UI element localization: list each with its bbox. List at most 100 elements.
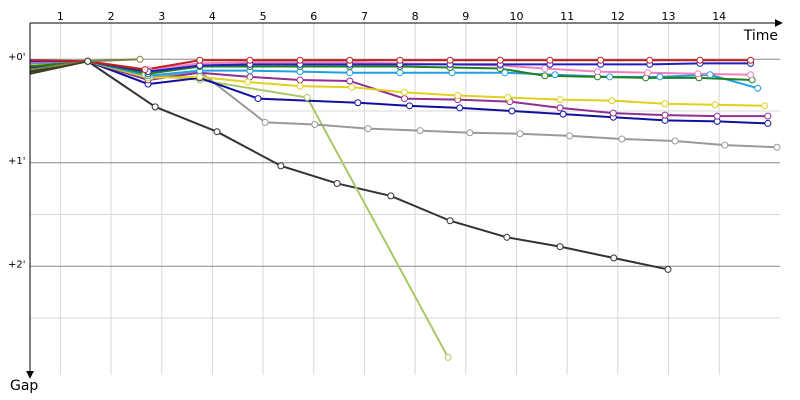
point: [696, 56, 704, 64]
point: [706, 71, 714, 79]
point: [333, 179, 341, 187]
point: [606, 73, 614, 81]
x-tick-label: 3: [158, 10, 165, 23]
point: [346, 56, 354, 64]
point: [661, 100, 669, 108]
point: [556, 96, 564, 104]
point: [764, 119, 772, 127]
point: [151, 103, 159, 111]
point: [664, 265, 672, 273]
point: [416, 127, 424, 135]
point: [303, 94, 311, 102]
point: [566, 132, 574, 140]
point: [501, 69, 509, 77]
point: [311, 120, 319, 128]
point: [694, 70, 702, 78]
point: [277, 162, 285, 170]
x-tick-label: 6: [310, 10, 317, 23]
point: [444, 353, 452, 361]
point: [754, 84, 762, 92]
point: [661, 111, 669, 119]
point: [516, 130, 524, 138]
point: [346, 77, 354, 85]
point: [396, 56, 404, 64]
point: [244, 78, 252, 86]
point: [446, 217, 454, 225]
y-axis-title: Gap: [10, 378, 38, 394]
point: [541, 72, 549, 80]
point: [400, 88, 408, 96]
point: [597, 56, 605, 64]
point: [296, 56, 304, 64]
point: [456, 104, 464, 112]
point: [747, 56, 755, 64]
point: [644, 69, 652, 77]
series-line: [29, 60, 768, 125]
point: [84, 57, 92, 65]
point: [646, 56, 654, 64]
point: [610, 254, 618, 262]
x-tick-label: 12: [611, 10, 625, 23]
x-tick-label: 4: [209, 10, 216, 23]
y-tick-label: +1': [8, 156, 26, 167]
point: [246, 56, 254, 64]
x-tick-label: 2: [108, 10, 115, 23]
point: [446, 56, 454, 64]
plot: [29, 55, 781, 361]
point: [508, 107, 516, 115]
point: [721, 141, 729, 149]
point: [609, 109, 617, 117]
series-line: [29, 60, 449, 358]
series-line: [29, 60, 88, 75]
point: [364, 125, 372, 133]
x-tick-label: 9: [462, 10, 469, 23]
point: [594, 68, 602, 76]
point: [713, 112, 721, 120]
x-tick-label: 1: [57, 10, 64, 23]
point: [396, 69, 404, 77]
y-tick-label: +2': [8, 259, 26, 270]
point: [551, 71, 559, 79]
point: [747, 71, 755, 79]
point: [141, 66, 149, 74]
point: [541, 65, 549, 73]
point: [454, 91, 462, 99]
point: [504, 94, 512, 102]
point: [559, 110, 567, 118]
point: [136, 55, 144, 63]
point: [496, 56, 504, 64]
point: [618, 135, 626, 143]
point: [556, 243, 564, 251]
point: [387, 192, 395, 200]
point: [761, 102, 769, 110]
point: [254, 95, 262, 103]
point: [656, 73, 664, 81]
point: [400, 95, 408, 103]
grid: [30, 23, 780, 375]
point: [764, 112, 772, 120]
x-tick-label: 10: [509, 10, 523, 23]
x-tick-label: 7: [361, 10, 368, 23]
x-tick-label: 5: [260, 10, 267, 23]
series-line: [29, 60, 669, 271]
x-tick-label: 8: [412, 10, 419, 23]
point: [773, 143, 781, 151]
point: [671, 137, 679, 145]
x-tick-label: 13: [662, 10, 676, 23]
point: [503, 233, 511, 241]
point: [354, 99, 362, 107]
point: [348, 83, 356, 91]
point: [546, 56, 554, 64]
point: [711, 101, 719, 109]
point: [213, 128, 221, 136]
point: [346, 69, 354, 77]
x-axis-title: Time: [743, 28, 778, 44]
point: [466, 129, 474, 137]
point: [296, 76, 304, 84]
point: [556, 104, 564, 112]
y-tick-label: +0': [8, 52, 26, 63]
point: [196, 73, 204, 81]
x-tick-label: 14: [712, 10, 726, 23]
x-tick-label: 11: [560, 10, 574, 23]
